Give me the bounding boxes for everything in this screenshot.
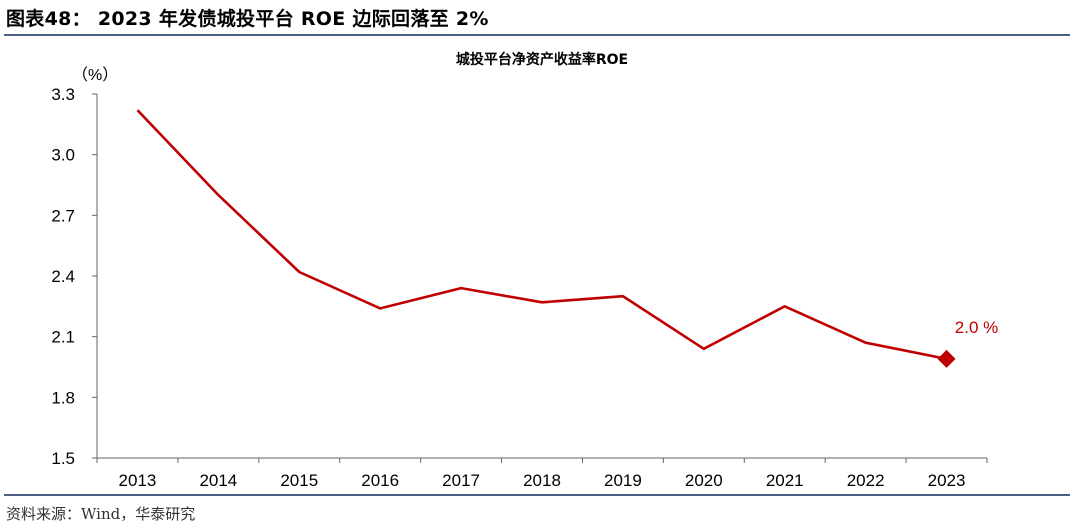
last-point-marker [937,349,956,368]
y-tick-labels: 3.3 3.0 2.7 2.4 2.1 1.8 1.5 [51,85,75,468]
x-tick-label: 2015 [280,471,318,490]
series-line [136,109,947,361]
y-tick-label: 3.3 [51,85,75,104]
y-tick-label: 1.8 [51,388,75,407]
x-tick-label: 2018 [523,471,561,490]
x-tick-label: 2021 [766,471,804,490]
y-tick-label: 1.5 [51,449,75,468]
y-tick-label: 2.7 [51,206,75,225]
x-tick-labels: 2013 2014 2015 2016 2017 2018 2019 2020 2021 2022… [119,471,966,490]
x-tick-label: 2013 [119,471,157,490]
x-tick-label: 2022 [847,471,885,490]
axes [92,93,988,463]
x-tick-label: 2020 [685,471,723,490]
x-tick-label: 2017 [442,471,480,490]
roe-line-chart: 城投平台净资产收益率ROE （%） 3.33.02.72.42.11.81.5 … [51,51,998,490]
y-tick-label: 3.0 [51,146,75,165]
source-note: 资料来源：Wind，华泰研究 [6,505,196,523]
top-rule [4,34,1070,36]
y-tick-label: 2.4 [51,267,75,286]
bottom-rule [4,494,1070,496]
y-tick-label: 2.1 [51,328,75,347]
chart-title: 城投平台净资产收益率ROE [456,51,628,68]
x-tick-label: 2019 [604,471,642,490]
x-tick-label: 2014 [199,471,237,490]
x-tick-label: 2016 [361,471,399,490]
y-axis-unit: （%） [72,66,118,84]
figure-title: 图表48： 2023 年发债城投平台 ROE 边际回落至 2% [6,8,489,30]
x-tick-label: 2023 [928,471,966,490]
series-roe: 2.0 % [136,109,998,368]
last-point-label: 2.0 % [955,318,998,337]
